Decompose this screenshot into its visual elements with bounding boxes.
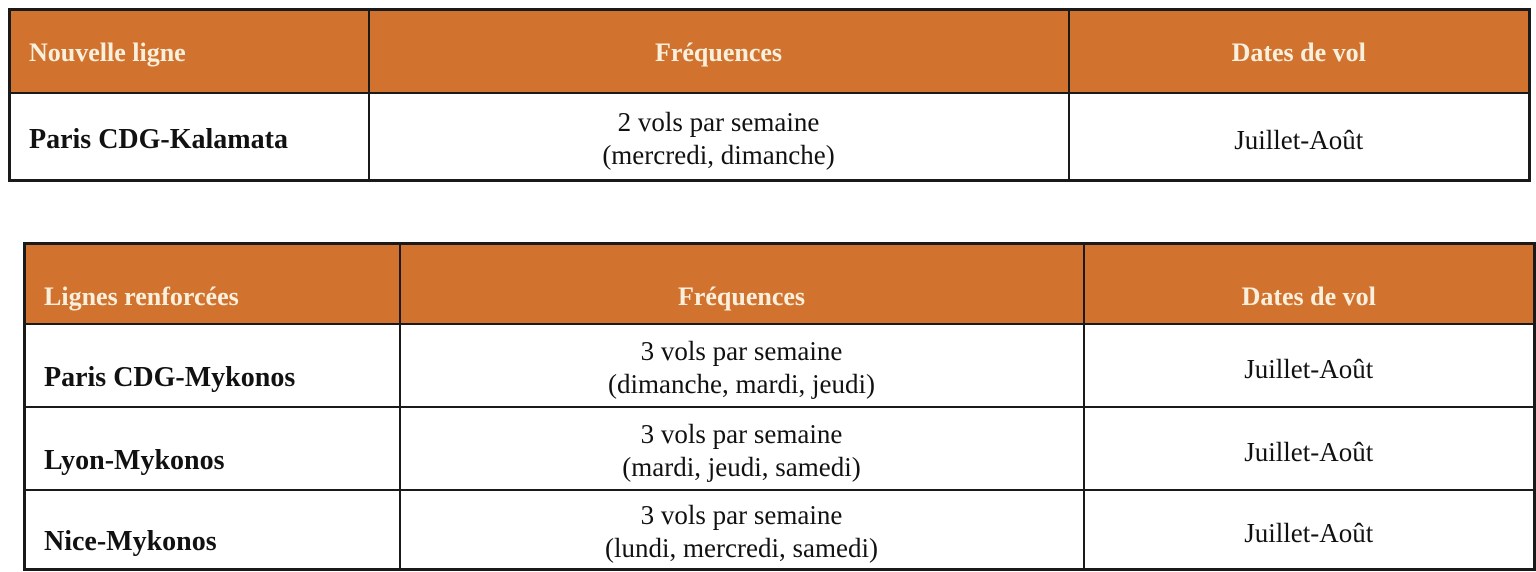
flight-dates-cell: Juillet-Août: [1082, 488, 1536, 571]
flight-dates-cell: Juillet-Août: [1067, 91, 1531, 182]
route-cell: Paris CDG-Kalamata: [8, 91, 370, 182]
frequency-per-week: 3 vols par semaine: [640, 419, 843, 449]
header-cell-route: Lignes renforcées: [23, 242, 401, 325]
reinforced-routes-table: Lignes renforcées Fréquences Dates de vo…: [23, 242, 1536, 571]
frequency-per-week: 3 vols par semaine: [640, 336, 843, 366]
frequency-per-week: 3 vols par semaine: [640, 500, 843, 531]
flight-dates-cell: Juillet-Août: [1082, 405, 1536, 491]
header-cell-flight-dates: Dates de vol: [1082, 242, 1536, 325]
header-cell-route: Nouvelle ligne: [8, 8, 370, 94]
route-cell: Nice-Mykonos: [23, 488, 401, 571]
frequency-cell: 3 vols par semaine (mardi, jeudi, samedi…: [398, 405, 1085, 491]
header-cell-frequencies: Fréquences: [398, 242, 1085, 325]
frequency-cell: 2 vols par semaine (mercredi, dimanche): [367, 91, 1070, 182]
new-route-table: Nouvelle ligne Fréquences Dates de vol P…: [8, 8, 1531, 182]
frequency-days: (mardi, jeudi, samedi): [622, 452, 861, 482]
header-row: Lignes renforcées Fréquences Dates de vo…: [23, 242, 1536, 325]
flight-dates-cell: Juillet-Août: [1082, 322, 1536, 408]
header-cell-frequencies: Fréquences: [367, 8, 1070, 94]
table-row: Paris CDG-Mykonos 3 vols par semaine (di…: [23, 322, 1536, 408]
frequency-days: (lundi, mercredi, samedi): [605, 533, 878, 564]
route-cell: Lyon-Mykonos: [23, 405, 401, 491]
frequency-cell: 3 vols par semaine (lundi, mercredi, sam…: [398, 488, 1085, 571]
table-row: Lyon-Mykonos 3 vols par semaine (mardi, …: [23, 405, 1536, 491]
table-row: Nice-Mykonos 3 vols par semaine (lundi, …: [23, 488, 1536, 571]
header-row: Nouvelle ligne Fréquences Dates de vol: [8, 8, 1531, 94]
route-cell: Paris CDG-Mykonos: [23, 322, 401, 408]
frequency-cell: 3 vols par semaine (dimanche, mardi, jeu…: [398, 322, 1085, 408]
frequency-per-week: 2 vols par semaine: [617, 107, 820, 138]
frequency-days: (dimanche, mardi, jeudi): [608, 369, 875, 399]
frequency-days: (mercredi, dimanche): [602, 140, 835, 171]
header-cell-flight-dates: Dates de vol: [1067, 8, 1531, 94]
table-row: Paris CDG-Kalamata 2 vols par semaine (m…: [8, 91, 1531, 182]
